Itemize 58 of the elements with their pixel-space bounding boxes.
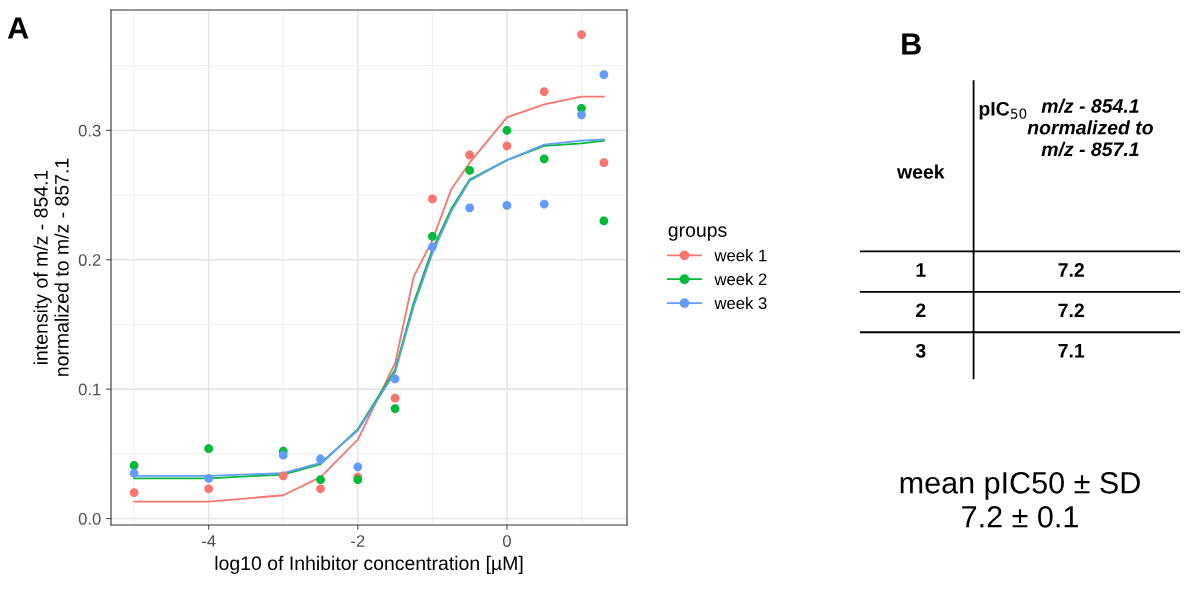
chart-title: A [7, 17, 29, 39]
point [129, 488, 139, 498]
point [599, 70, 609, 80]
y-axis-title: intensity of m/z - 854.1 normalized to m/z - 857.1 [33, 158, 69, 376]
legend-label: week 3 [714, 296, 767, 310]
point [539, 87, 549, 96]
point [427, 194, 437, 204]
point [427, 242, 437, 252]
point [316, 454, 325, 464]
point [278, 471, 288, 481]
y-tick-label: 0.0 [78, 512, 101, 525]
point [502, 125, 512, 135]
legend-label: week 1 [714, 249, 767, 262]
y-tick-label: 0.3 [78, 124, 101, 137]
point [353, 462, 363, 472]
text: B [902, 33, 921, 55]
y-tick-label: 0.1 [78, 383, 101, 396]
point [129, 461, 139, 470]
point [577, 30, 586, 39]
point [316, 475, 325, 485]
point [278, 450, 288, 460]
point [577, 110, 586, 120]
point [204, 474, 214, 483]
point [390, 374, 400, 384]
point [539, 154, 549, 164]
text: 2 [916, 303, 926, 318]
point [539, 199, 549, 209]
legend-label: week 2 [714, 272, 767, 286]
point [204, 484, 214, 494]
text: pIC$_{50}$ [979, 101, 1027, 120]
point [599, 216, 609, 226]
point [204, 444, 214, 454]
point [390, 404, 400, 413]
x-tick-label: 0 [502, 535, 511, 547]
text: m/z - 854.1 normalized to m/z - 857.1 [1027, 98, 1153, 157]
point [502, 141, 512, 151]
point [316, 484, 325, 494]
text: 7.2 [1058, 263, 1084, 277]
legend-title: groups [668, 226, 727, 241]
text: 3 [915, 343, 926, 358]
line-series [133, 95, 605, 503]
point [465, 150, 475, 160]
x-tick-label: -2 [351, 535, 365, 547]
text: week [896, 164, 945, 179]
text: 1 [916, 263, 926, 277]
text: mean pIC50 ± SD 7.2 ± 0.1 [900, 471, 1140, 528]
x-tick-label: -4 [202, 535, 216, 547]
point [390, 393, 400, 403]
point [599, 158, 609, 168]
point [427, 232, 437, 241]
point [129, 468, 139, 478]
text: 7.1 [1058, 344, 1085, 358]
x-axis-title: log10 of Inhibitor concentration [µM] [215, 555, 523, 574]
point [502, 201, 512, 210]
point [465, 166, 475, 175]
text: 7.2 [1058, 303, 1084, 318]
point [465, 203, 475, 213]
y-tick-label: 0.2 [78, 254, 101, 266]
